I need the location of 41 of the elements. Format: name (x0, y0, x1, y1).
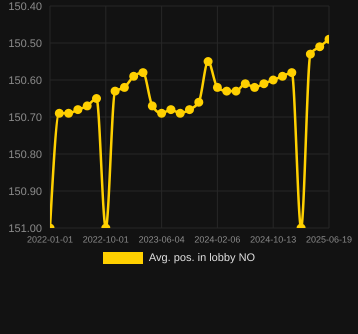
point (222, 86, 232, 96)
point (194, 98, 204, 107)
point (315, 42, 324, 52)
point (110, 86, 120, 96)
point (92, 94, 101, 103)
point (120, 82, 129, 92)
y-tick-label: 150.70 (8, 112, 42, 124)
y-tick-label: 150.40 (8, 0, 42, 13)
y-tick-label: 151.00 (8, 222, 42, 235)
point (166, 105, 176, 114)
y-tick-label: 150.50 (8, 38, 42, 50)
point (204, 57, 213, 66)
x-tick-label: 2022-01-01 (26, 234, 74, 244)
point (73, 105, 82, 114)
y-tick-label: 150.80 (8, 148, 42, 161)
x-tick-label: 2023-06-04 (138, 234, 185, 244)
point (232, 86, 240, 96)
y-tick-label: 150.60 (8, 74, 42, 87)
point (259, 79, 268, 88)
point (82, 101, 92, 110)
point (250, 82, 260, 92)
x-tick-label: 2025-06-19 (306, 234, 352, 244)
point (157, 108, 166, 118)
point (287, 68, 296, 78)
point (54, 108, 64, 118)
legend-label: Avg. pos. in lobby NO (148, 252, 256, 264)
point (148, 101, 157, 110)
x-tick-label: 2022-10-01 (82, 234, 129, 244)
point (138, 68, 148, 78)
point (212, 82, 222, 92)
point (185, 105, 194, 114)
x-tick-label: 2024-02-06 (194, 234, 240, 244)
y-tick-label: 150.90 (8, 186, 42, 198)
point (64, 108, 74, 118)
point (129, 72, 138, 81)
point (240, 79, 250, 88)
point (306, 50, 315, 59)
point (176, 108, 185, 118)
x-tick-label: 2024-10-13 (250, 234, 296, 244)
point (278, 72, 287, 81)
point (268, 76, 278, 84)
